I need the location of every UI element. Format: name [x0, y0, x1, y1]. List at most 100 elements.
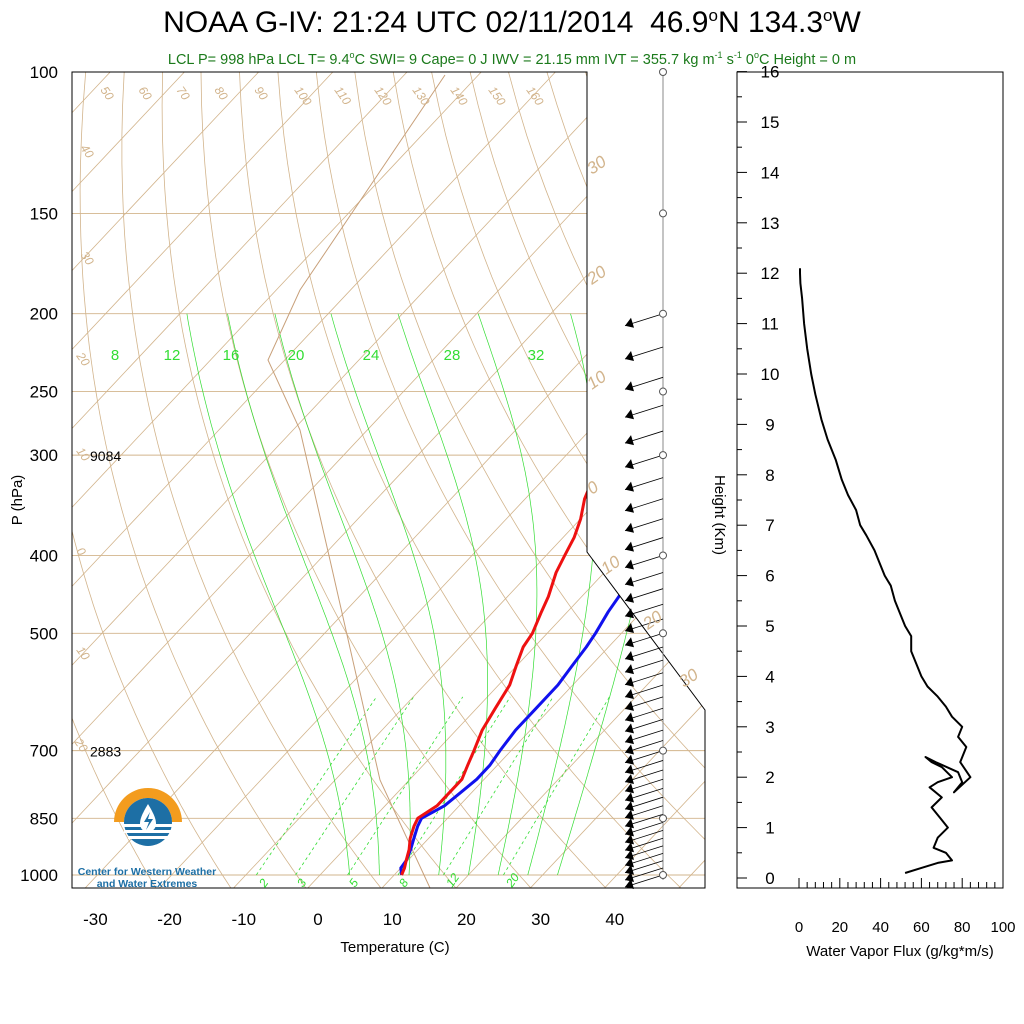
moist-adiabat	[557, 313, 668, 876]
height-tick-label: 4	[765, 667, 774, 686]
height-tick-label: 5	[765, 617, 774, 636]
wind-barb-flag	[625, 734, 634, 745]
temperature-profile-line	[400, 294, 703, 876]
skewt-plot-area	[72, 72, 1024, 892]
dry-adiabat-label: 90	[252, 84, 271, 103]
mixing-ratio-label: 20	[502, 870, 522, 890]
wind-level-circle	[659, 309, 667, 318]
wind-barb-flag	[625, 842, 634, 853]
wind-barb-flag	[625, 864, 634, 875]
wind-barb-flag	[625, 700, 634, 711]
mixing-ratio-label: 8	[111, 347, 119, 364]
temperature-tick-label: 0	[313, 910, 322, 929]
dry-adiabat	[354, 72, 705, 888]
height-tick-label: 10	[761, 365, 780, 384]
isotherm-line	[81, 72, 705, 888]
dry-adiabat	[121, 72, 385, 888]
wind-level-circle	[659, 814, 667, 823]
wind-level-circle	[659, 746, 667, 755]
water-vapor-flux-line	[799, 268, 972, 874]
height-tick-label: 7	[765, 516, 774, 535]
dry-adiabat	[469, 72, 705, 888]
temperature-axis-label: Temperature (C)	[340, 939, 449, 956]
flux-frame	[736, 71, 1004, 889]
dry-adiabat-label: 60	[136, 84, 155, 103]
temperature-tick-label: 30	[531, 910, 550, 929]
mixing-ratio-label: 24	[363, 347, 380, 364]
isotherm-line	[72, 72, 482, 888]
wind-barb-flag	[625, 834, 634, 845]
flux-tick-label: 60	[913, 919, 930, 936]
moist-adiabat	[227, 313, 380, 876]
isotherm-line	[72, 72, 705, 888]
wind-barb-flag	[625, 783, 634, 794]
dry-adiabat	[585, 72, 705, 888]
wind-level-circle	[659, 387, 667, 396]
skewt-frame	[71, 71, 706, 889]
pressure-tick-label: 100	[30, 63, 58, 82]
isotherm-line	[377, 72, 705, 888]
height-tick-label: 11	[761, 315, 779, 334]
flux-tick-label: 20	[831, 919, 848, 936]
dry-adiabat	[315, 72, 705, 888]
page-subtitle: LCL P= 998 hPa LCL T= 9.4oC SWI= 9 Cape=…	[167, 50, 857, 68]
wind-barb-flag	[625, 871, 634, 882]
dry-adiabat	[392, 72, 705, 888]
wind-level-circle	[659, 629, 667, 638]
dry-adiabat	[79, 72, 310, 888]
wind-barb-flag	[625, 650, 634, 661]
mixing-ratio-label: 32	[528, 347, 545, 364]
wind-barb-flag	[625, 350, 634, 361]
wind-barb-flag	[625, 849, 634, 860]
wind-barb-flag	[625, 754, 634, 765]
wind-barb-flag	[625, 801, 634, 812]
temperature-tick-label: 40	[605, 910, 624, 929]
pressure-tick-label: 300	[30, 446, 58, 465]
height-annotation: 2883	[90, 744, 121, 760]
moist-adiabat	[397, 313, 488, 876]
wind-barb-flag	[625, 381, 634, 392]
mixing-ratio-line	[255, 696, 377, 876]
wind-barb-flag	[625, 623, 634, 634]
pressure-tick-label: 500	[30, 624, 58, 643]
dry-adiabat-label: 20	[73, 349, 93, 369]
dry-adiabat-label: 130	[410, 84, 433, 109]
logo-text-line2: and Water Extremes	[96, 878, 198, 890]
temperature-tick-label: -10	[232, 910, 257, 929]
height-tick-label: 14	[761, 163, 780, 182]
temperature-tick-label: -30	[83, 910, 108, 929]
dry-adiabat-label: 100	[292, 84, 315, 109]
dry-adiabat	[72, 72, 234, 888]
height-tick-label: 8	[765, 466, 774, 485]
height-annotation: 9084	[90, 448, 121, 464]
dry-adiabat	[700, 72, 705, 888]
mixing-ratio-label: 12	[164, 347, 181, 364]
wind-barb-flag	[625, 522, 634, 533]
temperature-tick-label: 20	[457, 910, 476, 929]
dry-adiabat-label: 70	[174, 84, 193, 103]
mixing-ratio-label: 20	[288, 347, 305, 364]
dry-adiabat-label: 30	[78, 249, 97, 268]
flux-tick-label: 40	[872, 919, 889, 936]
wind-level-circle	[659, 551, 667, 560]
flux-tick-label: 80	[954, 919, 971, 936]
wind-barb-flag	[625, 576, 634, 587]
wind-barb-flag	[625, 744, 634, 755]
pressure-tick-label: 850	[30, 809, 58, 828]
wind-barb-flag	[625, 818, 634, 829]
dry-adiabat	[739, 72, 1024, 892]
parcel-path-line	[267, 74, 446, 888]
isotherm-line	[749, 72, 1024, 892]
wind-level-circle	[659, 871, 667, 879]
isotherm-line	[72, 72, 408, 888]
logo-text-line1: Center for Western Weather	[77, 866, 217, 878]
height-tick-label: 3	[765, 718, 774, 737]
dry-adiabat-label: 150	[486, 84, 509, 109]
wind-barb-flag	[625, 664, 634, 675]
wind-barb-flag	[625, 879, 634, 889]
pressure-tick-label: 400	[30, 546, 58, 565]
water-drop-icon	[114, 788, 182, 846]
wind-barb-flag	[625, 459, 634, 470]
dry-adiabat	[72, 72, 159, 888]
mixing-ratio-line	[397, 696, 511, 876]
